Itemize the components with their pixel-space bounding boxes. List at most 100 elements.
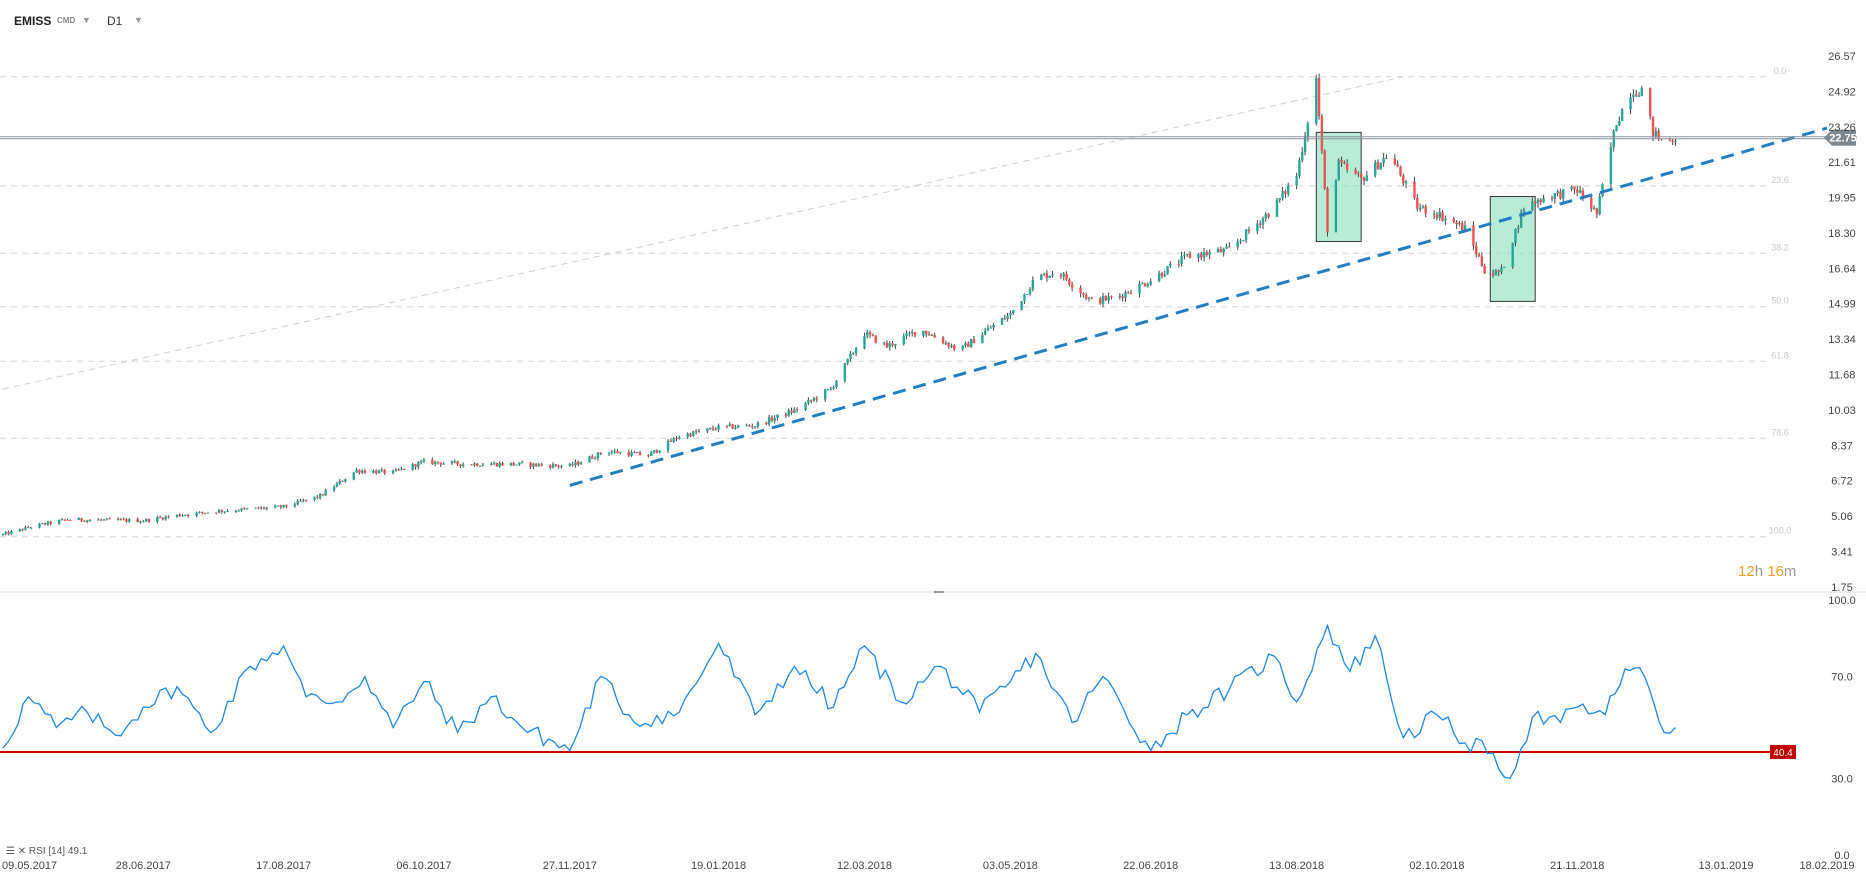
candle-body [1261, 218, 1265, 225]
menu-icon[interactable]: ☰ [6, 846, 15, 857]
chevron-down-icon[interactable]: ▼ [82, 15, 91, 25]
candle-body [1531, 201, 1534, 210]
candle-body [770, 417, 774, 421]
candle-body [403, 468, 406, 470]
candle-body [358, 469, 361, 473]
candle-body [1402, 175, 1405, 184]
candle-body [1477, 254, 1481, 257]
candle-body [181, 515, 184, 517]
candle-body [21, 528, 24, 531]
candle-body [88, 520, 92, 522]
candle-body [1020, 301, 1023, 311]
candle-body [812, 398, 816, 401]
fib-level-label: 38.2 [1771, 242, 1789, 252]
candle-body [554, 464, 558, 466]
candle-body [1421, 206, 1425, 208]
candle-body [462, 464, 465, 466]
candle-body [1654, 130, 1658, 136]
candle-body [560, 465, 563, 467]
candle-body [1000, 318, 1004, 325]
candle-body [1157, 273, 1161, 282]
candle-body [540, 464, 543, 466]
candle-body [711, 427, 715, 430]
candle-body [658, 450, 661, 453]
candle-body [981, 334, 984, 344]
candle-body [377, 470, 381, 474]
candle-body [122, 519, 125, 521]
candle-body [1264, 214, 1267, 219]
candle-body [1435, 214, 1439, 218]
candle-body [725, 425, 729, 427]
candle-body [102, 519, 106, 521]
candlestick-series [1, 73, 1677, 536]
candle-body [1278, 198, 1281, 201]
candle-body [456, 461, 459, 465]
candle-body [1536, 199, 1540, 204]
candle-body [1590, 197, 1593, 209]
candle-body [1051, 274, 1054, 276]
candle-body [450, 461, 454, 464]
candle-body [515, 464, 518, 466]
price-tick-label: 13.34 [1828, 334, 1856, 346]
candle-body [335, 483, 339, 487]
candle-body [756, 422, 760, 427]
candle-body [419, 461, 423, 463]
candle-body [167, 516, 170, 518]
candle-body [509, 462, 513, 466]
candle-body [128, 519, 131, 522]
candle-body [1550, 198, 1554, 200]
candle-body [1343, 162, 1346, 164]
candle-body [1559, 191, 1562, 199]
last-price-line: 22.75 [0, 129, 1857, 146]
countdown-minutes: 16 [1767, 563, 1784, 580]
candle-body [986, 327, 990, 331]
candle-body [1031, 279, 1035, 290]
candle-body [1087, 297, 1091, 299]
fib-level-label: 23.6 [1771, 175, 1789, 185]
time-tick-label: 02.10.2018 [1409, 860, 1464, 872]
time-tick-label: 09.05.2017 [2, 860, 57, 872]
candle-body [206, 512, 210, 514]
candle-body [1674, 141, 1677, 143]
timeframe-selector[interactable]: D1 [107, 14, 123, 28]
candle-body [894, 344, 897, 346]
candle-body [829, 388, 833, 390]
rsi-name: RSI [14] [28, 846, 66, 857]
candle-body [512, 462, 515, 466]
rsi-legend[interactable]: ☰ ✕ RSI [14] 49.1 [6, 846, 87, 857]
candle-body [1104, 296, 1108, 301]
candle-body [85, 520, 89, 522]
candle-body [1166, 266, 1169, 275]
candle-body [1026, 294, 1029, 296]
candle-body [1651, 116, 1655, 136]
candle-body [638, 452, 642, 456]
candle-body [863, 336, 866, 349]
candle-body [751, 426, 754, 428]
candle-body [1216, 249, 1220, 252]
candle-body [1138, 283, 1141, 294]
rsi-value: 49.1 [67, 846, 88, 857]
fib-level-label: 100.0 [1769, 526, 1792, 536]
candle-body [790, 410, 793, 413]
time-tick-label: 13.08.2018 [1269, 860, 1324, 872]
pane-resize-handle[interactable] [934, 591, 944, 593]
chevron-down-icon[interactable]: ▼ [134, 15, 143, 25]
candle-body [708, 427, 712, 429]
candle-body [341, 480, 344, 482]
candle-body [1042, 273, 1046, 275]
symbol-label[interactable]: EMISS [14, 14, 52, 28]
candle-body [1118, 296, 1122, 298]
candle-body [888, 343, 891, 348]
candle-body [1497, 270, 1500, 273]
candle-body [442, 463, 445, 465]
candle-body [1247, 229, 1251, 232]
candle-body [501, 463, 504, 466]
close-icon[interactable]: ✕ [17, 846, 27, 857]
candle-body [953, 345, 956, 350]
time-tick-label: 21.11.2018 [1550, 860, 1604, 872]
fib-level-label: 50.0 [1771, 296, 1789, 306]
candle-body [1110, 296, 1113, 298]
candle-body [1003, 318, 1006, 320]
candle-body [599, 452, 602, 455]
